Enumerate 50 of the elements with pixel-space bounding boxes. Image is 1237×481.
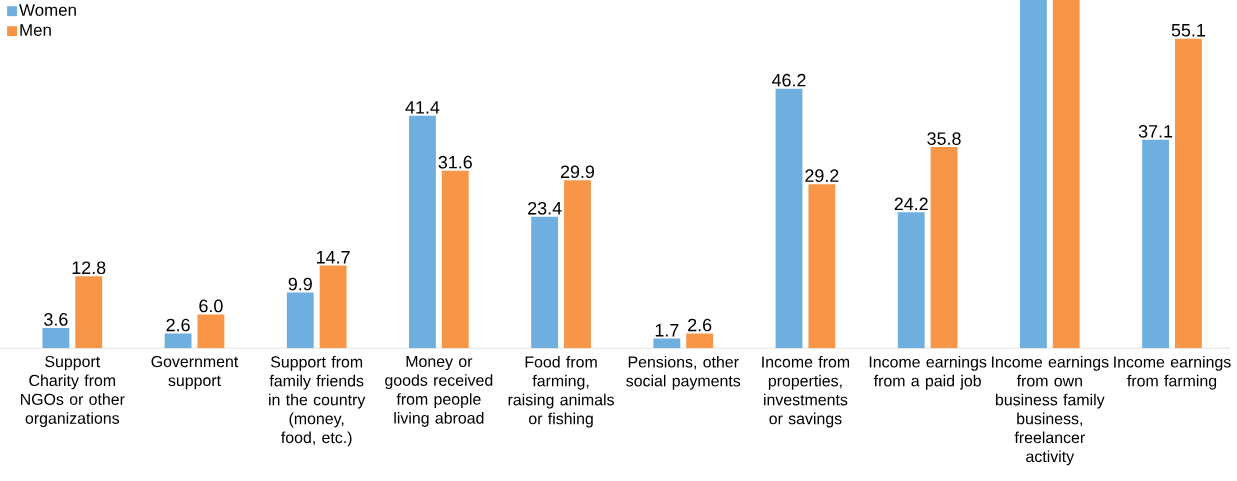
bar <box>1052 0 1080 348</box>
bar <box>197 314 225 348</box>
bar <box>1019 0 1047 348</box>
bar <box>930 146 958 348</box>
data-label: 2.6 <box>166 318 190 332</box>
data-label: 55.1 <box>1171 23 1205 37</box>
bar <box>808 183 836 348</box>
bar <box>409 115 436 348</box>
bar <box>286 292 314 348</box>
x-tick-label: Pensions, other social payments <box>626 355 741 390</box>
legend-label: Women <box>19 3 76 16</box>
x-tick-label: Income earnings from own business family business, freelancer activity <box>992 355 1109 466</box>
bar <box>1142 139 1170 348</box>
x-tick-label: Income from properties, investments or savings <box>762 355 850 428</box>
bar <box>164 333 192 348</box>
bar <box>686 333 714 348</box>
data-label: 46.2 <box>772 73 806 87</box>
data-label: 6.0 <box>199 299 223 313</box>
x-tick-label: Support Charity from NGOs or other organizations <box>20 355 125 427</box>
data-label: 1.7 <box>655 323 679 337</box>
x-tick-label: Income earnings from farming <box>1114 355 1231 390</box>
bar <box>531 216 559 348</box>
data-label: 29.9 <box>560 165 595 178</box>
data-label: 23.4 <box>528 201 562 215</box>
bar <box>441 170 469 348</box>
data-label: 31.6 <box>438 155 472 169</box>
data-label: 37.1 <box>1138 124 1173 138</box>
x-tick-label: Food from farming, raising animals or fishing <box>508 355 614 428</box>
data-label: 35.8 <box>927 132 961 145</box>
x-tick-label: Money or goods received from people living abroad <box>385 355 493 427</box>
x-tick-label: Support from family friends in the country (money, food, etc.) <box>269 355 366 447</box>
data-label: 9.9 <box>288 277 312 291</box>
bar <box>653 338 681 348</box>
bar <box>75 276 103 348</box>
data-label: 41.4 <box>405 100 440 114</box>
legend-label: Men <box>20 23 51 36</box>
data-label: 3.6 <box>44 312 68 326</box>
bar <box>564 180 591 348</box>
bar <box>775 88 803 348</box>
bar <box>42 327 70 348</box>
bar <box>1174 38 1202 348</box>
bar <box>897 212 925 348</box>
bar <box>319 265 347 348</box>
data-label: 29.2 <box>805 169 839 182</box>
data-label: 14.7 <box>317 250 350 264</box>
data-label: 24.2 <box>894 197 928 210</box>
data-label: 12.8 <box>72 261 106 274</box>
data-label: 2.6 <box>688 318 712 332</box>
x-tick-label: Income earnings from a paid job <box>869 355 987 390</box>
x-tick-label: Government support <box>151 355 239 390</box>
